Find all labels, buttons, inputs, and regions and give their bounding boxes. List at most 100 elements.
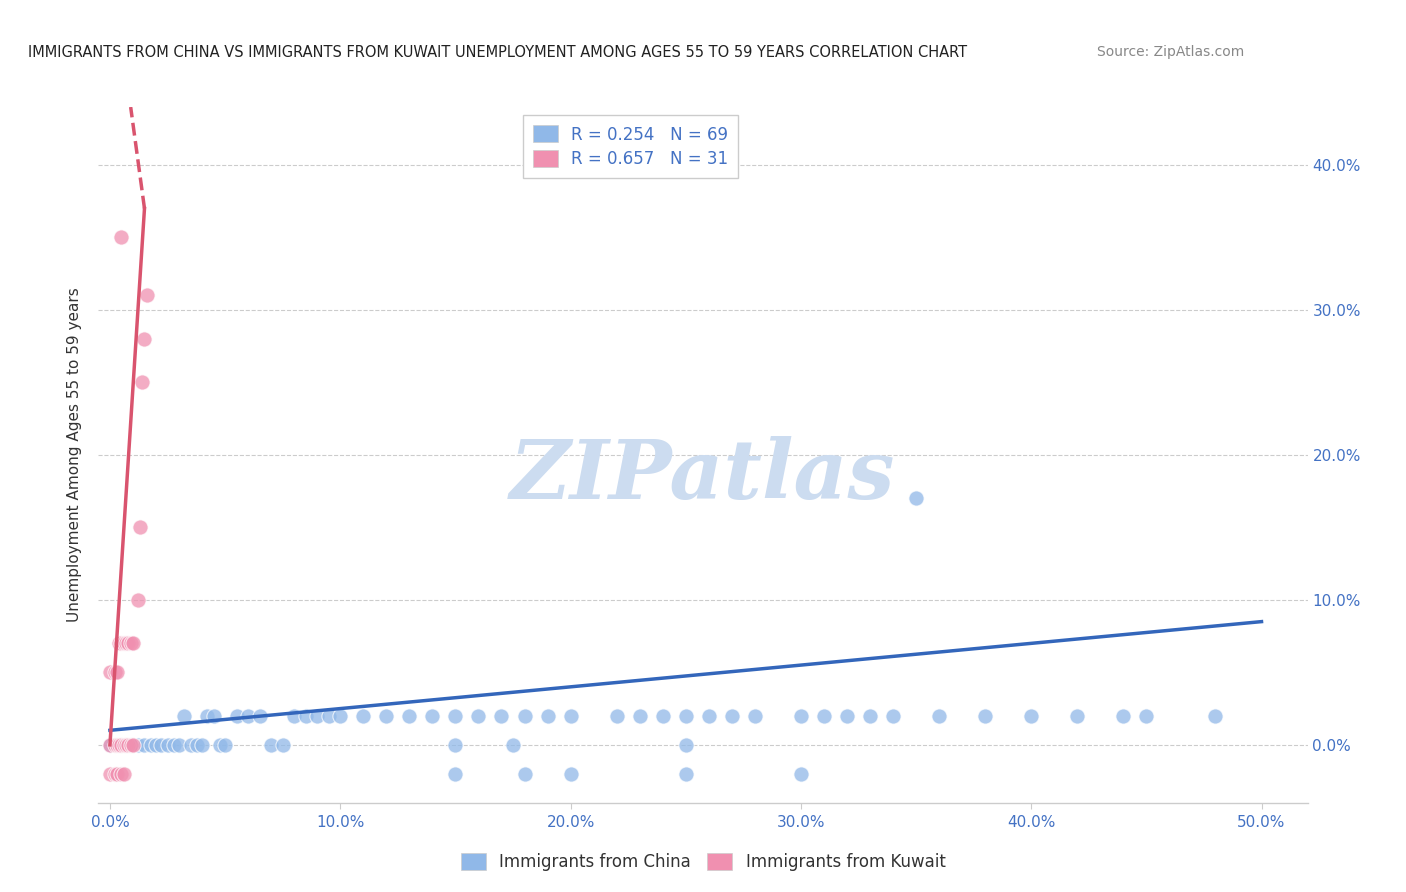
Point bbox=[115, 738, 138, 752]
Point bbox=[128, 520, 150, 534]
Point bbox=[260, 738, 283, 752]
Point bbox=[398, 708, 420, 723]
Point bbox=[560, 708, 582, 723]
Point bbox=[108, 738, 131, 752]
Point bbox=[444, 708, 467, 723]
Point bbox=[173, 708, 195, 723]
Point bbox=[513, 708, 536, 723]
Y-axis label: Unemployment Among Ages 55 to 59 years: Unemployment Among Ages 55 to 59 years bbox=[67, 287, 83, 623]
Point bbox=[110, 738, 132, 752]
Point bbox=[163, 738, 186, 752]
Point bbox=[928, 708, 950, 723]
Point bbox=[117, 636, 139, 650]
Point bbox=[375, 708, 398, 723]
Point bbox=[491, 708, 513, 723]
Point bbox=[225, 708, 247, 723]
Point bbox=[444, 738, 467, 752]
Point bbox=[651, 708, 673, 723]
Point bbox=[536, 708, 558, 723]
Point bbox=[120, 738, 142, 752]
Point bbox=[149, 738, 172, 752]
Point bbox=[134, 332, 156, 346]
Point bbox=[352, 708, 374, 723]
Point bbox=[560, 766, 582, 781]
Point bbox=[110, 738, 132, 752]
Point bbox=[105, 766, 128, 781]
Point bbox=[98, 665, 121, 680]
Point bbox=[156, 738, 179, 752]
Point bbox=[145, 738, 167, 752]
Point bbox=[249, 708, 271, 723]
Point bbox=[122, 738, 145, 752]
Point bbox=[191, 738, 214, 752]
Point bbox=[112, 766, 135, 781]
Point bbox=[697, 708, 720, 723]
Point bbox=[214, 738, 236, 752]
Point bbox=[835, 708, 858, 723]
Point bbox=[98, 766, 121, 781]
Point bbox=[122, 636, 145, 650]
Point bbox=[467, 708, 489, 723]
Point bbox=[307, 708, 329, 723]
Point bbox=[120, 636, 142, 650]
Point bbox=[606, 708, 628, 723]
Point bbox=[790, 708, 813, 723]
Point bbox=[502, 738, 524, 752]
Point bbox=[117, 738, 139, 752]
Point bbox=[859, 708, 882, 723]
Point bbox=[675, 766, 697, 781]
Point bbox=[167, 738, 190, 752]
Point bbox=[720, 708, 742, 723]
Point bbox=[628, 708, 651, 723]
Point bbox=[186, 738, 208, 752]
Point bbox=[110, 636, 132, 650]
Point bbox=[202, 708, 225, 723]
Text: ZIPatlas: ZIPatlas bbox=[510, 436, 896, 516]
Point bbox=[675, 708, 697, 723]
Point bbox=[329, 708, 352, 723]
Point bbox=[120, 738, 142, 752]
Point bbox=[790, 766, 813, 781]
Point bbox=[103, 665, 125, 680]
Point bbox=[271, 738, 294, 752]
Point bbox=[195, 708, 218, 723]
Point bbox=[108, 636, 131, 650]
Point bbox=[209, 738, 232, 752]
Point bbox=[1204, 708, 1226, 723]
Point bbox=[105, 738, 128, 752]
Point bbox=[444, 766, 467, 781]
Point bbox=[1019, 708, 1042, 723]
Point bbox=[98, 738, 121, 752]
Legend: Immigrants from China, Immigrants from Kuwait: Immigrants from China, Immigrants from K… bbox=[454, 847, 952, 878]
Point bbox=[127, 592, 149, 607]
Point bbox=[513, 766, 536, 781]
Text: Source: ZipAtlas.com: Source: ZipAtlas.com bbox=[1097, 45, 1244, 59]
Point bbox=[1112, 708, 1135, 723]
Point bbox=[141, 738, 163, 752]
Point bbox=[294, 708, 316, 723]
Point bbox=[882, 708, 904, 723]
Point bbox=[110, 230, 132, 244]
Point bbox=[135, 288, 157, 302]
Point bbox=[110, 766, 132, 781]
Point bbox=[318, 708, 340, 723]
Point bbox=[813, 708, 835, 723]
Point bbox=[115, 636, 138, 650]
Point bbox=[1135, 708, 1157, 723]
Point bbox=[134, 738, 156, 752]
Point bbox=[98, 738, 121, 752]
Point bbox=[675, 738, 697, 752]
Point bbox=[1066, 708, 1088, 723]
Point bbox=[422, 708, 444, 723]
Point bbox=[236, 708, 259, 723]
Point bbox=[180, 738, 202, 752]
Point bbox=[105, 665, 128, 680]
Point bbox=[122, 738, 145, 752]
Point bbox=[744, 708, 766, 723]
Point bbox=[905, 491, 928, 506]
Point bbox=[112, 738, 135, 752]
Text: IMMIGRANTS FROM CHINA VS IMMIGRANTS FROM KUWAIT UNEMPLOYMENT AMONG AGES 55 TO 59: IMMIGRANTS FROM CHINA VS IMMIGRANTS FROM… bbox=[28, 45, 967, 60]
Point bbox=[115, 738, 138, 752]
Point bbox=[127, 738, 149, 752]
Point bbox=[283, 708, 305, 723]
